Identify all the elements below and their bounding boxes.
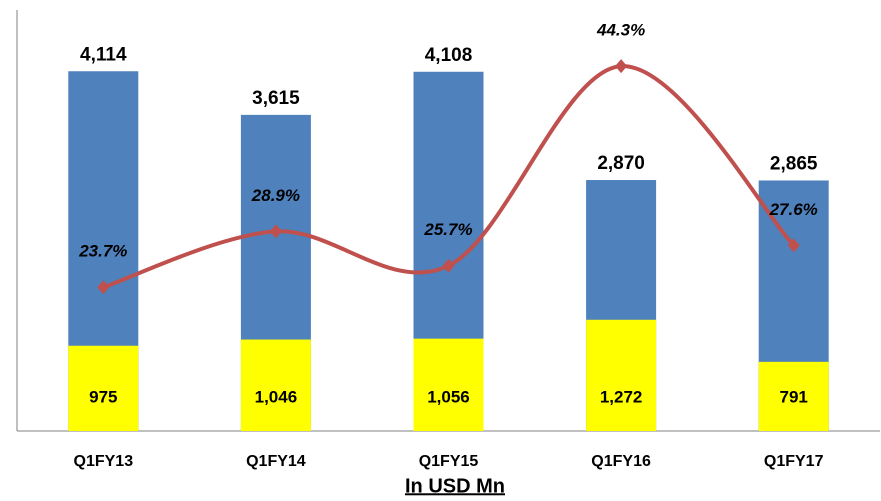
- value-label: 2,865: [770, 153, 818, 174]
- value-label: 1,056: [427, 387, 470, 406]
- value-label: 791: [780, 387, 808, 406]
- marker: [442, 258, 455, 273]
- x-tick-label: Q1FY15: [419, 453, 479, 470]
- value-label: 44.3%: [596, 21, 645, 40]
- value-label: 975: [89, 387, 117, 406]
- marker: [787, 238, 800, 253]
- marker: [615, 59, 628, 74]
- x-tick-label: Q1FY17: [764, 453, 824, 470]
- x-tick-label: Q1FY16: [591, 453, 651, 470]
- marker: [269, 224, 282, 239]
- marker: [97, 280, 110, 295]
- value-label: 28.9%: [251, 186, 300, 205]
- value-label: 2,870: [597, 153, 645, 174]
- value-label: 23.7%: [78, 242, 127, 261]
- bar: [240, 339, 311, 431]
- value-label: 27.6%: [769, 200, 818, 219]
- value-label: 4,114: [80, 44, 127, 65]
- bar: [68, 345, 139, 431]
- bar: [586, 319, 657, 431]
- x-tick-label: Q1FY13: [74, 453, 134, 470]
- value-label: 1,046: [255, 387, 298, 406]
- value-label: 25.7%: [423, 220, 472, 239]
- value-label: 4,108: [425, 45, 473, 66]
- value-label: 1,272: [600, 387, 643, 406]
- bar: [413, 338, 484, 431]
- bar: [758, 361, 829, 431]
- value-label: 3,615: [252, 88, 300, 109]
- line: [102, 64, 796, 290]
- chart-title: In USD Mn: [405, 475, 505, 497]
- x-tick-label: Q1FY14: [246, 453, 306, 470]
